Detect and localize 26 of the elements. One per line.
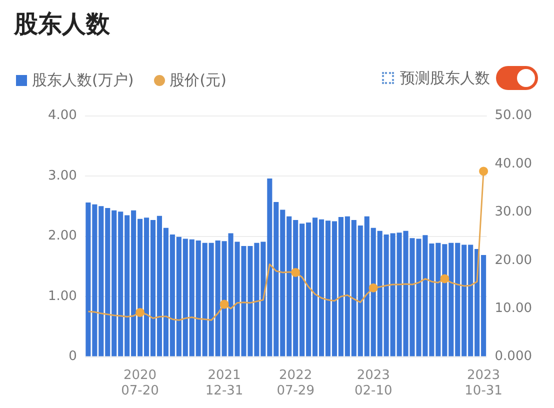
- legend-label: 股东人数(万户): [32, 71, 134, 90]
- point: [136, 308, 145, 317]
- text: 预测股东人数: [400, 68, 490, 88]
- chart-title: 股东人数: [14, 9, 110, 40]
- y2-tick-label: 10.00: [494, 300, 532, 316]
- y-tick-label: 0: [68, 349, 77, 364]
- y2-tick-label: 50.00: [494, 108, 532, 124]
- y2-tick-label: 0.000: [494, 349, 532, 364]
- point: [368, 283, 378, 292]
- x-tick-label: 2023 10-31: [464, 368, 502, 399]
- point: [479, 166, 488, 176]
- y2-tick-label: 30.00: [494, 204, 532, 220]
- point: [440, 274, 450, 284]
- point: [291, 268, 300, 277]
- x-tick-label: 2023 02-10: [354, 368, 392, 399]
- y-tick-label: 1.00: [48, 288, 77, 304]
- y-tick-label: 2.00: [48, 228, 77, 244]
- y2-tick-label: 40.00: [494, 156, 532, 172]
- y-tick-label: 3.00: [48, 168, 77, 184]
- y-tick-label: 4.00: [48, 108, 77, 124]
- y2-tick-label: 20.00: [494, 252, 532, 268]
- x-tick-label: 2021 12-31: [205, 368, 244, 399]
- x-tick-label: 2020 07-20: [121, 368, 159, 399]
- legend-label: 股价(元): [170, 71, 226, 90]
- x-tick-label: 2022 07-29: [276, 368, 314, 399]
- point: [220, 300, 229, 309]
